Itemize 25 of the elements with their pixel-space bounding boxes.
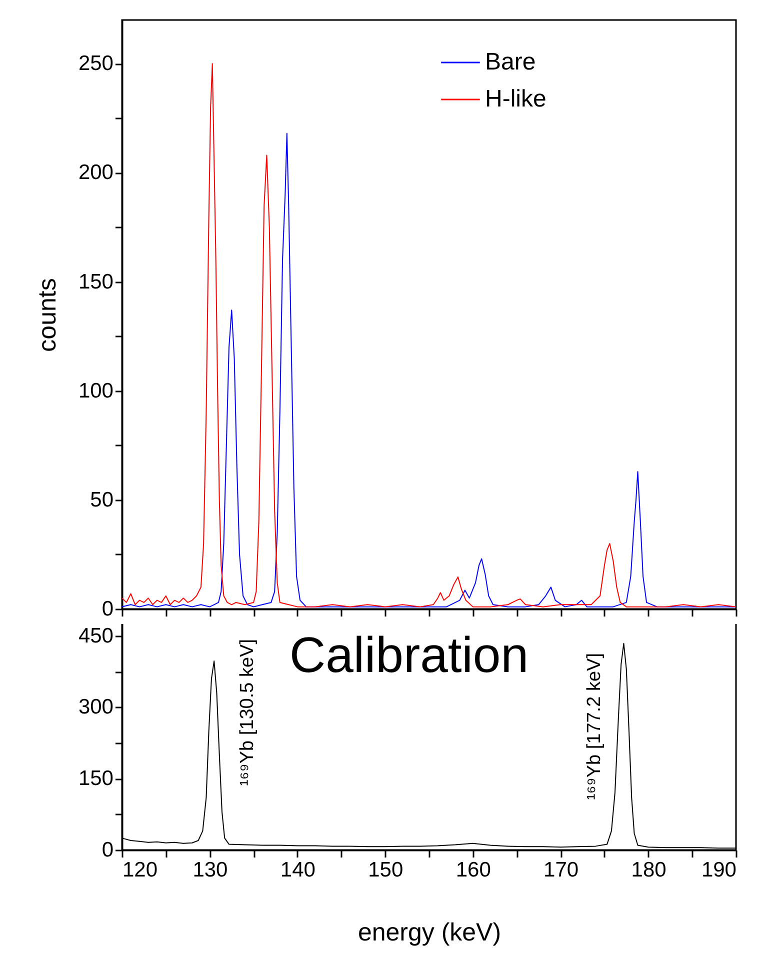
x-tick-label: 120 xyxy=(122,858,158,882)
x-tick-label: 150 xyxy=(368,858,404,882)
x-tick-label: 170 xyxy=(544,858,579,882)
y-tick-label: 50 xyxy=(90,488,114,512)
annotation: ¹⁶⁹Yb [177.2 keV] xyxy=(584,653,605,800)
x-tick-label: 190 xyxy=(701,858,736,882)
legend-label: Bare xyxy=(485,48,536,76)
y-tick-label: 250 xyxy=(78,52,114,76)
x-tick-label: 140 xyxy=(280,858,316,882)
y-tick-label: 150 xyxy=(78,767,114,790)
x-axis-title: energy (keV) xyxy=(358,918,502,946)
x-tick-label: 130 xyxy=(192,858,228,882)
y-tick-label: 450 xyxy=(78,624,114,648)
y-tick-label: 200 xyxy=(78,161,114,184)
y-tick-label: 150 xyxy=(78,270,114,294)
y-tick-label: 0 xyxy=(102,838,114,862)
x-tick-label: 180 xyxy=(631,858,666,882)
y-tick-label: 0 xyxy=(102,598,114,620)
annotation: Calibration xyxy=(289,627,529,683)
y-tick-label: 100 xyxy=(78,379,114,402)
annotation: ¹⁶⁹Yb [130.5 keV] xyxy=(237,639,258,786)
x-tick-label: 160 xyxy=(456,858,491,882)
y-tick-label: 300 xyxy=(78,696,114,719)
legend-label: H-like xyxy=(485,86,546,112)
y-axis-title: counts xyxy=(33,278,62,352)
